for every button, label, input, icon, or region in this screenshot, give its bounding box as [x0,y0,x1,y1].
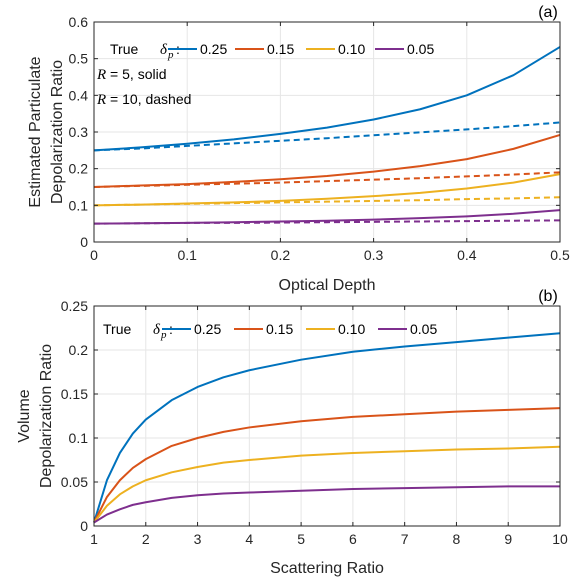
legend-entry-010: 0.10 [338,321,365,337]
series-line-025-solid [93,332,561,523]
legend-entry-025: 0.25 [200,41,227,57]
x-tick-label: 0.3 [364,247,384,263]
y-axis-label: Depolarization Ratio [38,344,55,488]
y-tick-label: 0.5 [69,51,89,67]
x-tick-label: 8 [453,531,461,547]
series-line-005-solid [93,209,561,225]
legend-entry-010: 0.10 [338,41,365,57]
legend-entry-025: 0.25 [194,321,221,337]
y-tick-label: 0.25 [61,298,88,314]
series-line-010-solid [93,173,561,207]
y-tick-label: 0.1 [69,197,89,213]
annotation-1: R = 10, dashed [96,91,191,108]
annotation-0: R = 5, solid [96,66,167,83]
y-axis-label: Depolarization Ratio [49,60,66,204]
x-tick-label: 9 [504,531,512,547]
y-tick-label: 0.2 [69,342,89,358]
y-axis-label: Estimated Particulate [27,56,44,207]
series-line-025-solid [93,46,561,152]
x-tick-label: 0.1 [177,247,197,263]
series-line-025-dashed [93,121,561,152]
axes-frame [93,305,561,527]
series-line-010-dashed [93,196,561,207]
annotation-variable: R [96,92,106,108]
y-tick-label: 0.05 [61,474,88,490]
x-tick-label: 7 [401,531,409,547]
series-line-015-dashed [93,171,561,188]
legend-entry-015: 0.15 [267,41,294,57]
x-tick-label: 0.2 [271,247,291,263]
y-tick-label: 0 [80,518,88,534]
x-tick-label: 5 [297,531,305,547]
x-tick-label: 0.5 [550,247,570,263]
y-tick-label: 0.6 [69,14,89,30]
x-axis-label: Optical Depth [279,277,376,294]
y-tick-label: 0.3 [69,124,89,140]
x-tick-label: 3 [194,531,202,547]
annotation-variable: R [96,67,106,83]
x-tick-label: 2 [142,531,150,547]
x-tick-label: 10 [552,531,568,547]
y-tick-label: 0.15 [61,386,88,402]
legend-title-subscript: p [160,329,167,341]
chart-panel-b: 1 2 3 4 5 6 7 8 9 10 0 0.05 0.1 0.15 0.2 0.25 Scattering… [16,288,568,577]
x-tick-label: 0 [90,247,98,263]
y-tick-label: 0.2 [69,161,89,177]
legend-entry-005: 0.05 [410,321,437,337]
series-line-010-solid [93,445,561,524]
y-axis-label: Volume [16,389,33,442]
series-line-005-dashed [93,219,561,225]
x-tick-label: 0.4 [457,247,477,263]
panel-label: (b) [538,288,558,305]
annotation-text: = 5, solid [106,66,166,82]
x-tick-label: 6 [349,531,357,547]
y-tick-label: 0 [80,234,88,250]
legend-title-symbol: δ [160,42,168,58]
annotation-text: = 10, dashed [106,91,191,107]
legend-title-prefix: True [110,41,138,57]
x-axis-label: Scattering Ratio [270,560,384,577]
x-tick-label: 1 [90,531,98,547]
legend-title-subscript: p [167,49,174,61]
legend-title-symbol: δ [153,322,161,338]
x-tick-label: 4 [245,531,253,547]
legend-title-prefix: True [103,321,131,337]
y-tick-label: 0.1 [69,430,89,446]
legend-entry-005: 0.05 [407,41,434,57]
series-line-005-solid [93,485,560,524]
legend-entry-015: 0.15 [266,321,293,337]
panel-label: (a) [538,4,558,21]
series-line-015-solid [93,133,561,188]
series-line-015-solid [93,407,561,523]
chart-panel-a: 0 0.1 0.2 0.3 0.4 0.5 0 0.1 0.2 0.3 0.4 0.5 0.6 Optic… [27,4,570,294]
y-tick-label: 0.4 [69,87,89,103]
